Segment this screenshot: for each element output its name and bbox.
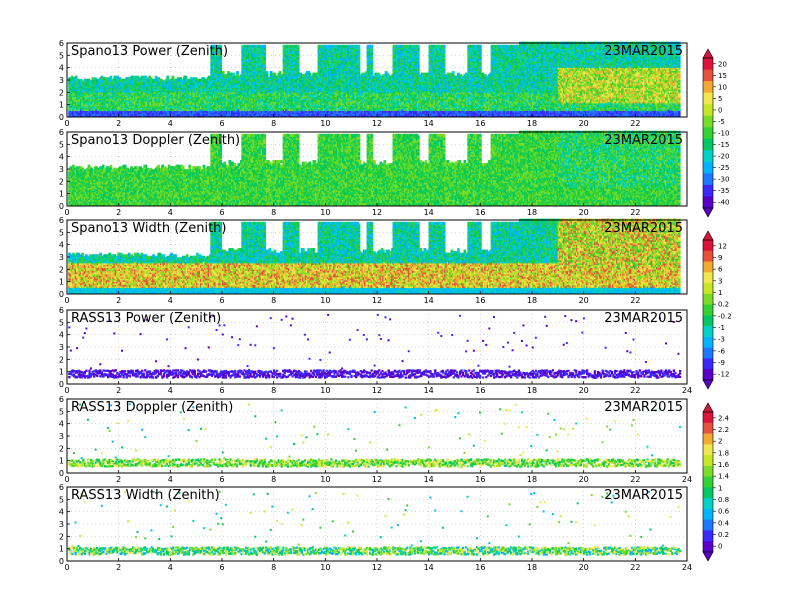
heatmap-cell — [92, 77, 95, 80]
heatmap-cell — [166, 76, 169, 79]
heatmap-cell — [75, 76, 78, 79]
heatmap-cell — [190, 77, 193, 80]
heatmap-cell — [116, 76, 119, 79]
heatmap-cell — [110, 76, 113, 79]
heatmap-cell — [128, 77, 131, 80]
heatmap-cell — [172, 76, 175, 79]
heatmap-cell — [137, 76, 140, 79]
heatmap-cell — [103, 77, 106, 80]
heatmap-cell — [155, 76, 158, 79]
heatmap-cell — [222, 71, 225, 74]
heatmap-cell — [199, 79, 202, 82]
heatmap-cell — [208, 76, 211, 79]
heatmap-cell — [185, 76, 188, 79]
heatmap-cell — [179, 77, 182, 80]
heatmap-cell — [219, 62, 222, 65]
heatmap-cell — [133, 76, 136, 79]
